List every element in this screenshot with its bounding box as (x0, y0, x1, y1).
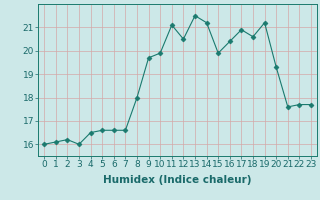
X-axis label: Humidex (Indice chaleur): Humidex (Indice chaleur) (103, 175, 252, 185)
